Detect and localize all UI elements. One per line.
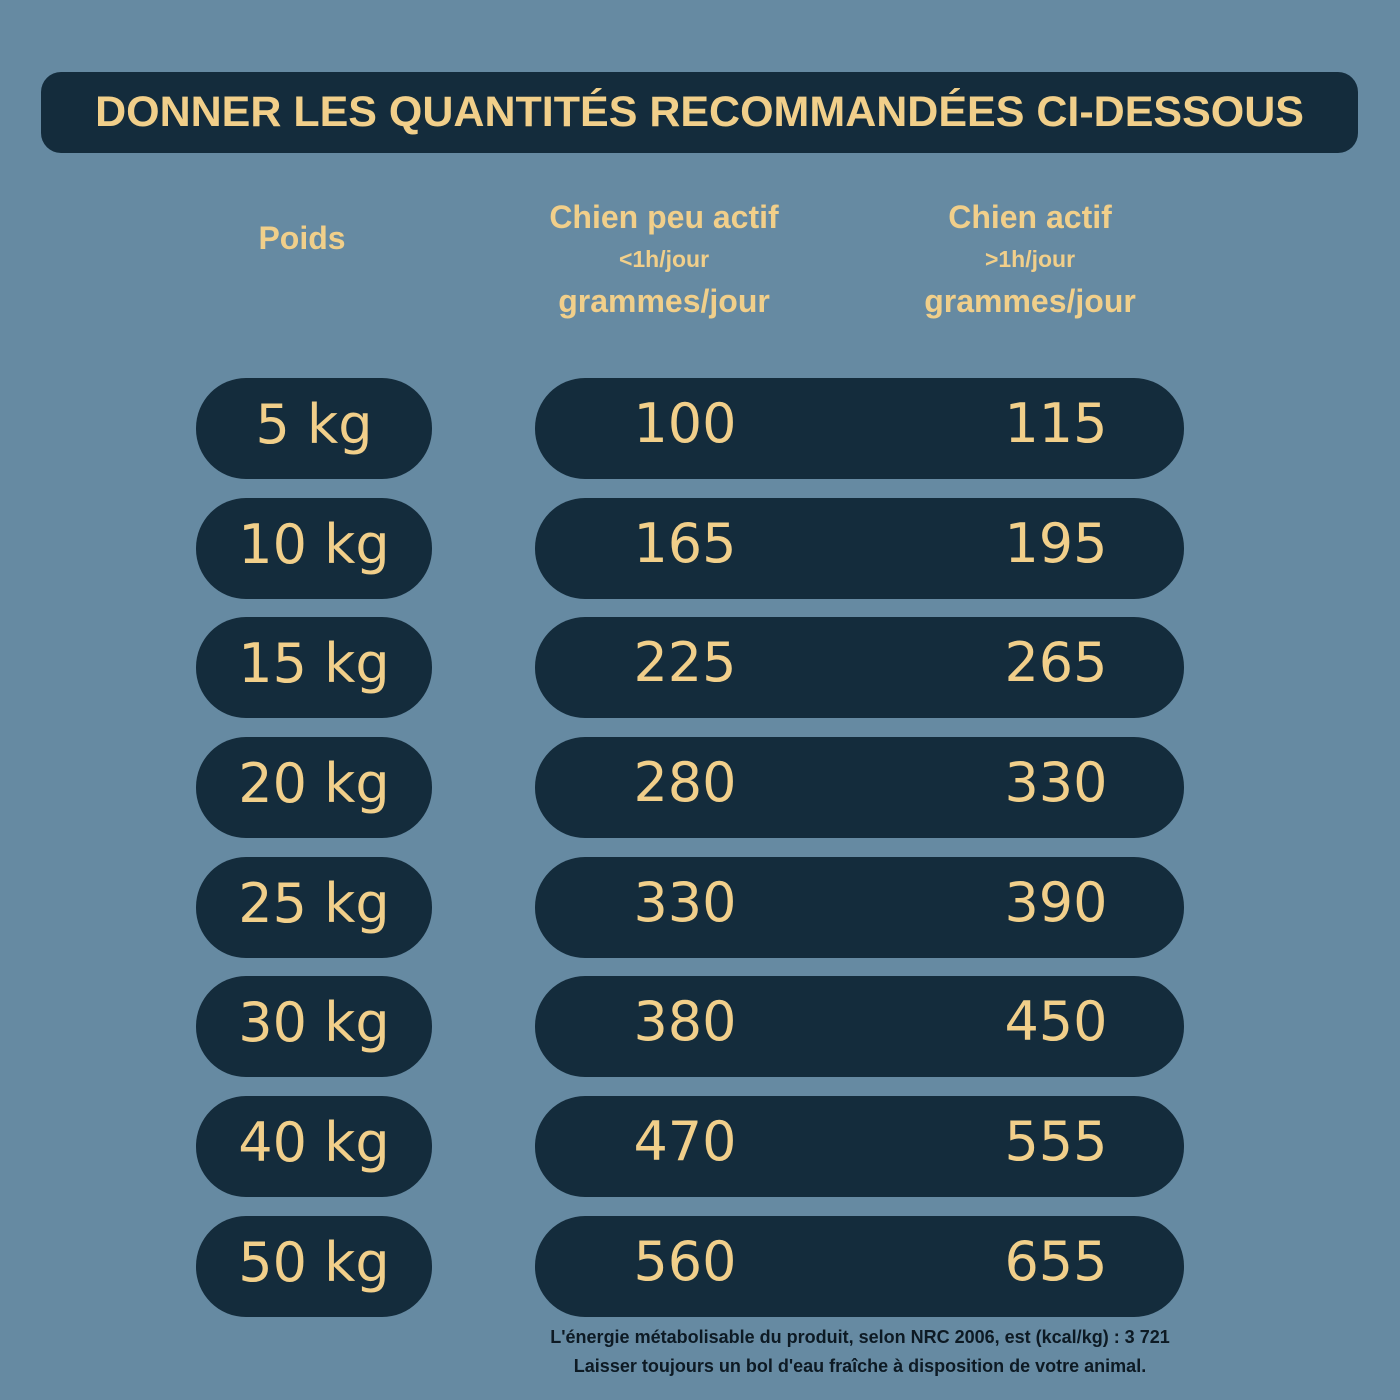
quantity-peu-actif: 280 (633, 751, 737, 815)
quantity-pill: 560 655 (535, 1215, 1184, 1317)
quantity-pill: 165 195 (535, 497, 1184, 599)
table-row: 50 kg 560 655 (0, 1215, 1400, 1317)
quantity-pill: 470 555 (535, 1096, 1184, 1198)
table-row: 10 kg 165 195 (0, 497, 1400, 599)
weight-value: 15 kg (238, 632, 390, 696)
weight-value: 20 kg (238, 752, 390, 816)
quantity-peu-actif: 380 (633, 990, 737, 1054)
quantity-actif: 330 (1004, 751, 1108, 815)
weight-pill: 40 kg (196, 1096, 432, 1198)
quantity-pill: 280 330 (535, 737, 1184, 839)
footer-energy-note: L'énergie métabolisable du produit, selo… (550, 1327, 1170, 1347)
weight-pill: 20 kg (196, 737, 432, 839)
table-row: 15 kg 225 265 (0, 617, 1400, 719)
quantity-actif: 115 (1004, 392, 1108, 455)
weight-value: 40 kg (238, 1111, 390, 1175)
quantity-pill: 330 390 (535, 856, 1184, 958)
weight-value: 10 kg (238, 512, 390, 576)
table-row: 20 kg 280 330 (0, 737, 1400, 839)
header-chien-peu-actif: Chien peu actif <1h/jour grammes/jour (484, 196, 844, 322)
table-row: 25 kg 330 390 (0, 856, 1400, 958)
table-row: 30 kg 380 450 (0, 976, 1400, 1078)
header-actif-title: Chien actif (948, 199, 1112, 235)
title-banner: DONNER LES QUANTITÉS RECOMMANDÉES CI-DES… (41, 72, 1358, 153)
header-peu-actif-duration: <1h/jour (618, 246, 710, 272)
quantity-actif: 390 (1004, 870, 1108, 934)
header-chien-actif: Chien actif >1h/jour grammes/jour (850, 196, 1210, 322)
weight-pill: 25 kg (196, 856, 432, 958)
weight-value: 25 kg (238, 871, 390, 935)
quantity-peu-actif: 470 (633, 1110, 737, 1174)
quantity-pill: 100 115 (535, 378, 1184, 479)
quantity-peu-actif: 165 (633, 511, 737, 575)
quantity-actif: 555 (1004, 1110, 1108, 1174)
weight-pill: 30 kg (196, 976, 432, 1078)
quantity-pill: 225 265 (535, 617, 1184, 719)
quantity-peu-actif: 100 (633, 392, 737, 455)
header-actif-duration: >1h/jour (984, 246, 1076, 272)
footer-notes: L'énergie métabolisable du produit, selo… (460, 1323, 1260, 1381)
quantity-actif: 195 (1004, 511, 1108, 575)
quantity-peu-actif: 560 (633, 1229, 737, 1293)
header-peu-actif-unit: grammes/jour (558, 283, 770, 319)
quantity-actif: 450 (1004, 990, 1108, 1054)
feeding-table: 5 kg 100 115 10 kg 165 195 15 kg 225 265… (0, 378, 1400, 1336)
weight-pill: 50 kg (196, 1215, 432, 1317)
weight-value: 30 kg (238, 991, 390, 1055)
quantity-actif: 265 (1004, 631, 1108, 695)
header-actif-unit: grammes/jour (924, 283, 1136, 319)
header-poids: Poids (258, 220, 346, 256)
weight-value: 5 kg (255, 393, 373, 456)
weight-value: 50 kg (238, 1230, 390, 1294)
quantity-peu-actif: 330 (633, 870, 737, 934)
quantity-peu-actif: 225 (633, 631, 737, 695)
table-row: 40 kg 470 555 (0, 1096, 1400, 1198)
header-peu-actif-title: Chien peu actif (549, 199, 779, 235)
weight-pill: 15 kg (196, 617, 432, 719)
weight-pill: 5 kg (196, 378, 432, 479)
quantity-pill: 380 450 (535, 976, 1184, 1078)
page-title: DONNER LES QUANTITÉS RECOMMANDÉES CI-DES… (95, 88, 1304, 136)
table-row: 5 kg 100 115 (0, 378, 1400, 479)
quantity-actif: 655 (1004, 1229, 1108, 1293)
footer-water-note: Laisser toujours un bol d'eau fraîche à … (573, 1356, 1147, 1376)
weight-pill: 10 kg (196, 497, 432, 599)
